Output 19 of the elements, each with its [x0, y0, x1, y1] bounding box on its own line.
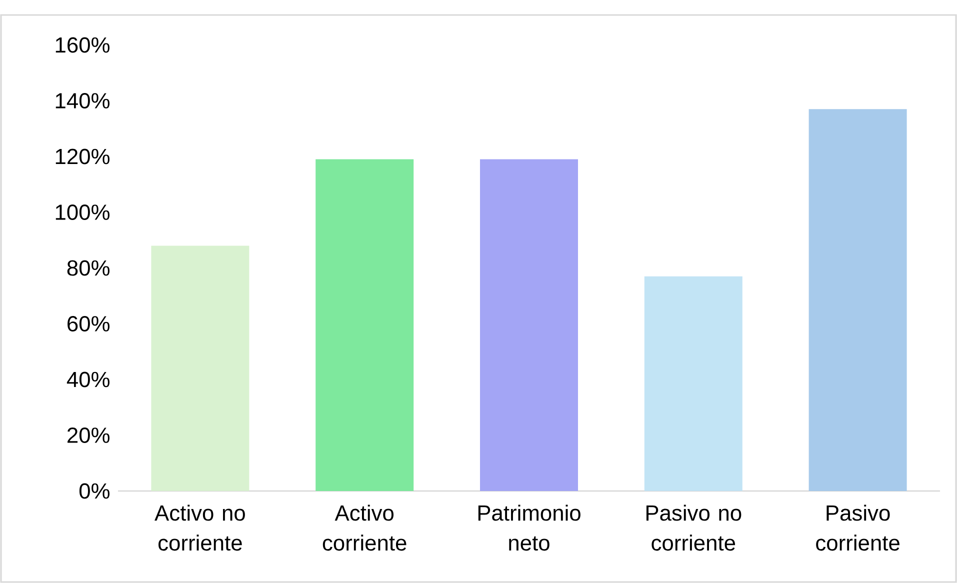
x-tick-label: Pasivo corriente: [816, 504, 900, 551]
x-tick-label: Pasivo no corriente: [646, 504, 742, 551]
bar: [480, 159, 578, 491]
y-tick-label: 20%: [68, 428, 110, 444]
y-tick-label: 160%: [56, 37, 110, 53]
x-tick-label: Activo corriente: [322, 504, 406, 551]
y-tick-label: 60%: [68, 316, 110, 332]
bar: [151, 246, 250, 491]
y-tick-label: 80%: [67, 260, 110, 276]
bar: [644, 276, 742, 491]
y-tick-label: 120%: [56, 148, 110, 164]
bar: [316, 159, 414, 491]
y-tick-label: 100%: [56, 204, 110, 220]
x-tick-label: Patrimonio neto: [478, 504, 580, 551]
y-tick-label: 140%: [56, 93, 110, 109]
y-tick-label: 0%: [79, 483, 110, 499]
bar: [808, 109, 907, 491]
y-tick-label: 40%: [66, 372, 110, 388]
x-tick-label: Activo no corriente: [154, 504, 245, 551]
